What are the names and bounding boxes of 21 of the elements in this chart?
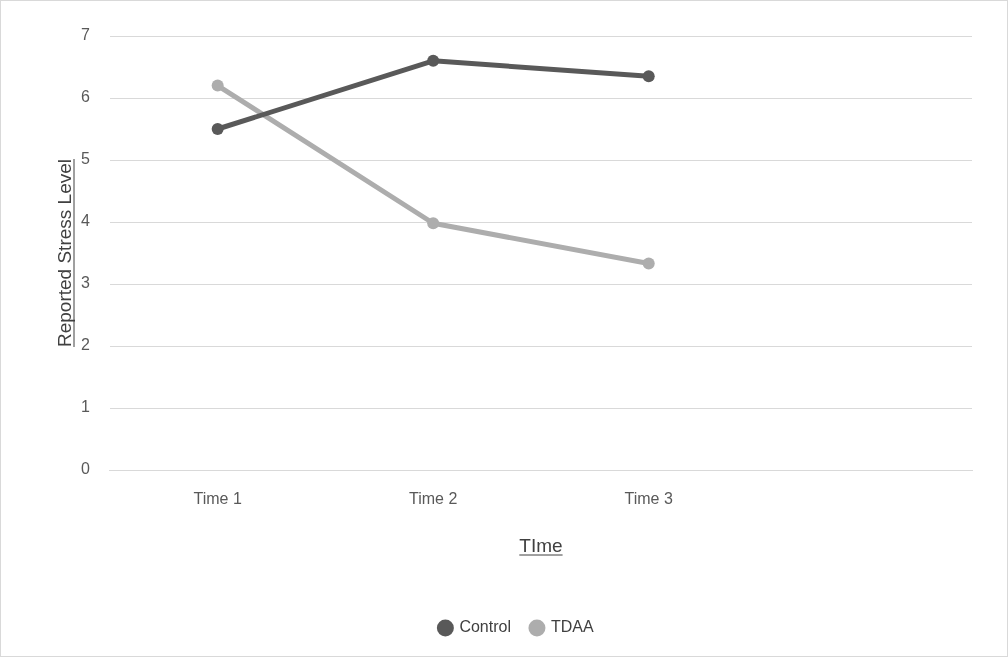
y-tick-label: 5	[80, 150, 90, 168]
y-axis-title: Reported Stress Level	[54, 159, 75, 347]
point	[427, 54, 440, 67]
point	[642, 70, 655, 83]
y-tick-label: 1	[80, 398, 90, 416]
point	[642, 257, 655, 270]
x-axis-title: TIme	[519, 535, 563, 556]
x-tick-label: Time 3	[624, 490, 673, 508]
legend-label: Control	[459, 618, 511, 636]
y-tick-label: 7	[80, 26, 90, 44]
x-tick-label: Time 1	[193, 490, 242, 508]
y-tick-label: 6	[80, 88, 90, 106]
y-tick-label: 3	[80, 274, 90, 292]
point	[211, 79, 224, 92]
legend-label: TDAA	[550, 618, 594, 636]
x-tick-label: Time 2	[409, 490, 458, 508]
point	[427, 217, 440, 230]
y-tick-label: 0	[80, 460, 90, 478]
y-tick-label: 4	[80, 212, 90, 230]
y-tick-label: 2	[80, 336, 90, 354]
point	[211, 123, 224, 135]
